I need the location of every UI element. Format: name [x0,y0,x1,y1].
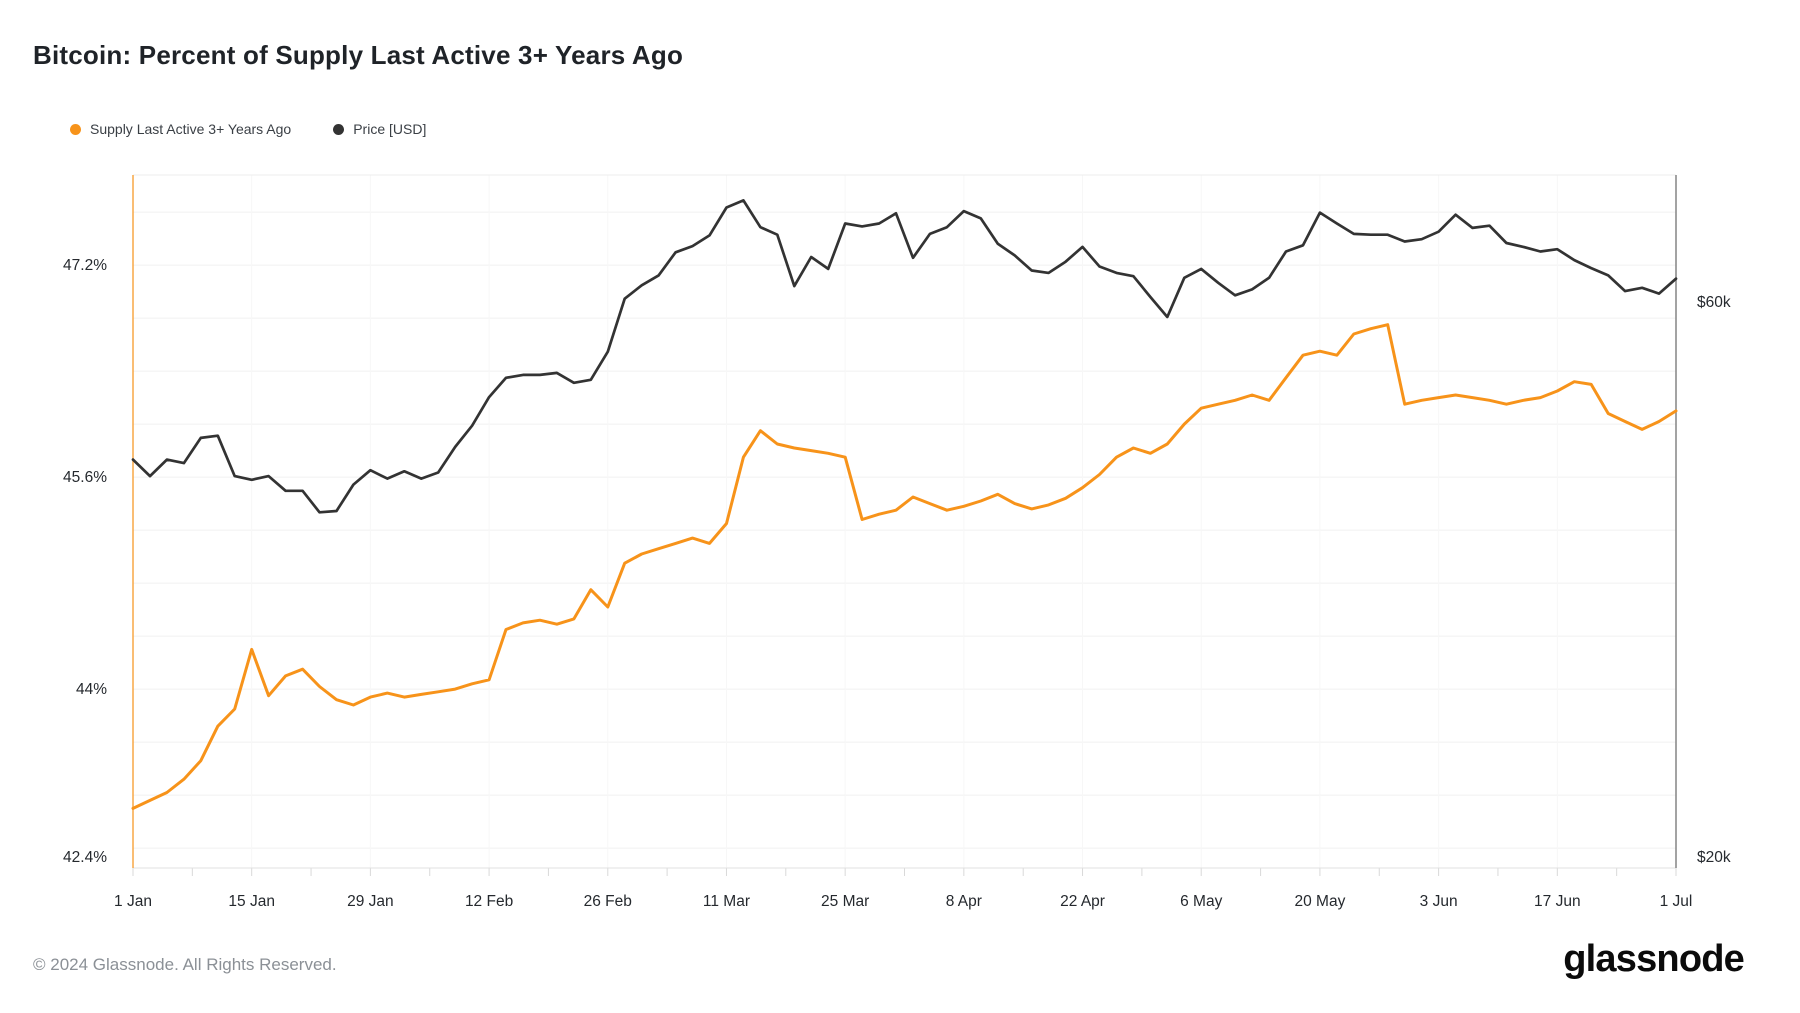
glassnode-logo[interactable]: glassnode [1563,938,1745,980]
page-title: Bitcoin: Percent of Supply Last Active 3… [33,40,684,70]
x-axis-label: 17 Jun [1534,893,1581,910]
x-axis-label: 20 May [1295,893,1346,910]
x-axis-label: 15 Jan [228,893,275,910]
x-axis-label: 1 Jul [1660,893,1693,910]
legend-dot-price-icon [333,123,345,135]
x-axis-label: 6 May [1180,893,1222,910]
left-axis-label: 45.6% [63,469,107,486]
legend-item-supply[interactable]: Supply Last Active 3+ Years Ago [70,121,291,137]
left-axis-label: 47.2% [63,257,107,274]
x-axis-label: 3 Jun [1420,893,1458,910]
legend-label-supply: Supply Last Active 3+ Years Ago [90,121,292,137]
supply-series-line [131,323,1678,810]
x-axis-label: 12 Feb [465,893,513,910]
legend-label-price: Price [USD] [353,121,427,137]
x-axis-label: 11 Mar [703,893,750,910]
price-series-line [131,199,1678,514]
x-axis-label: 29 Jan [347,893,394,910]
copyright-text: © 2024 Glassnode. All Rights Reserved. [33,955,337,974]
legend-dot-supply-icon [70,123,81,135]
vertical-gridlines [132,175,1677,876]
chart-legend: Supply Last Active 3+ Years Ago Price [U… [70,121,426,137]
left-axis-label: 44% [76,681,107,698]
x-axis-label: 1 Jan [114,893,152,910]
x-axis-label: 26 Feb [584,893,632,910]
right-axis-label: $20k [1697,849,1731,866]
legend-item-price[interactable]: Price [USD] [333,121,426,137]
left-axis-label: 42.4% [63,849,107,866]
x-axis-label: 8 Apr [946,893,982,910]
horizontal-gridlines [133,211,1676,849]
x-axis-label: 25 Mar [821,893,869,910]
x-axis-label: 22 Apr [1060,893,1105,910]
right-axis-label: $60k [1697,294,1731,311]
